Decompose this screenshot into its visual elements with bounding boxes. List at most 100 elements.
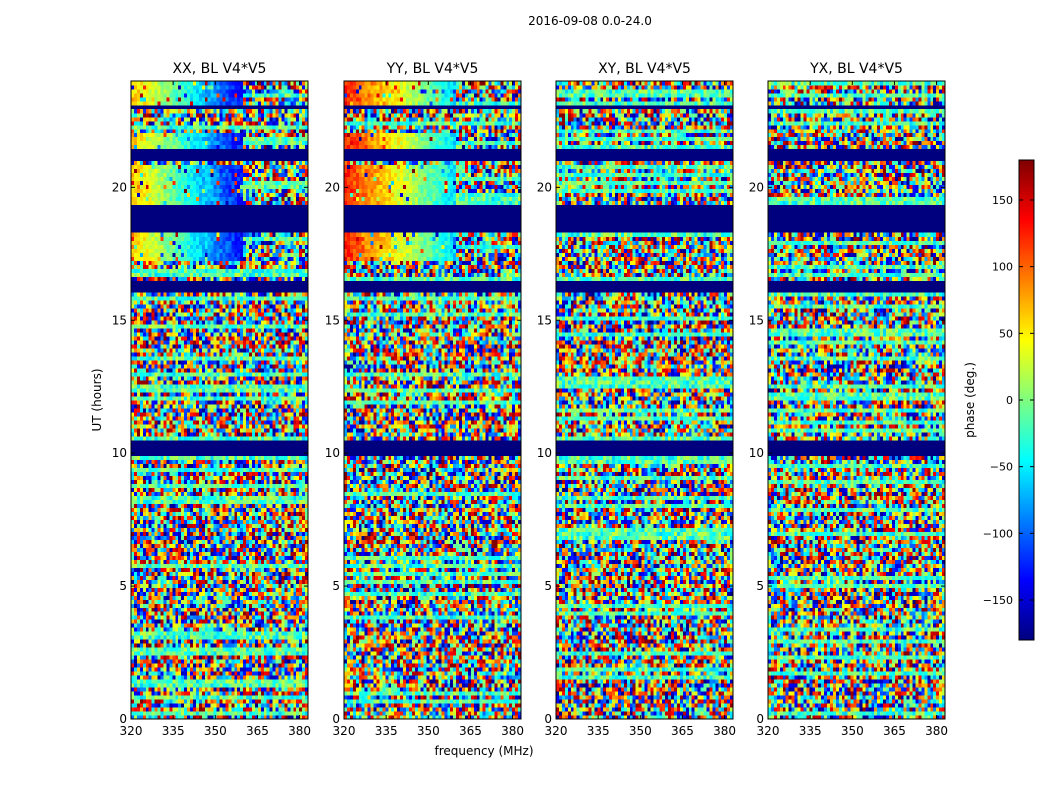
heatmap-cell [213, 655, 217, 660]
heatmap-cell [151, 651, 155, 656]
heatmap-cell [281, 535, 285, 540]
heatmap-cell [145, 643, 150, 648]
heatmap-cell [249, 431, 253, 437]
heatmap-cell [228, 607, 232, 612]
heatmap-cell [216, 459, 220, 465]
heatmap-cell [151, 388, 155, 393]
heatmap-cell [201, 607, 206, 612]
heatmap-cell [222, 411, 226, 417]
heatmap-cell [275, 507, 279, 513]
heatmap-cell [243, 499, 247, 505]
heatmap-cell [269, 499, 273, 505]
heatmap-cell [266, 567, 271, 572]
heatmap-cell [172, 671, 176, 676]
heatmap-cell [198, 495, 203, 501]
heatmap-cell [275, 631, 279, 636]
heatmap-cell [222, 627, 226, 632]
heatmap-cell [237, 587, 241, 592]
heatmap-cell [210, 615, 214, 620]
heatmap-cell [145, 683, 150, 688]
heatmap-cell [157, 511, 161, 517]
heatmap-cell [148, 619, 153, 624]
heatmap-cell [213, 491, 217, 497]
heatmap-cell [287, 376, 291, 381]
heatmap-cell [263, 679, 268, 684]
heatmap-cell [151, 715, 155, 720]
heatmap-cell [281, 667, 285, 672]
heatmap-cell [299, 403, 303, 409]
heatmap-cell [272, 423, 276, 429]
heatmap-cell [142, 603, 147, 608]
heatmap-cell [154, 655, 158, 660]
heatmap-cell [210, 403, 214, 409]
heatmap-cell [139, 388, 144, 393]
heatmap-cell [263, 523, 268, 528]
heatmap-cell [272, 511, 276, 517]
heatmap-cell [160, 376, 164, 381]
heatmap-cell [234, 687, 238, 692]
heatmap-cell [296, 396, 300, 401]
heatmap-cell [290, 695, 294, 700]
heatmap-cell [305, 647, 309, 652]
heatmap-cell [181, 711, 185, 716]
heatmap-cell [275, 707, 279, 712]
heatmap-cell [148, 415, 153, 421]
heatmap-cell [254, 415, 259, 421]
heatmap-cell [243, 627, 247, 632]
heatmap-cell [136, 419, 141, 425]
heatmap-cell [302, 455, 306, 461]
heatmap-cell [249, 651, 253, 656]
heatmap-cell [284, 611, 288, 616]
heatmap-cell [178, 495, 182, 501]
heatmap-cell [240, 647, 244, 652]
heatmap-cell [278, 663, 282, 668]
heatmap-cell [172, 396, 176, 401]
heatmap-cell [222, 647, 226, 652]
heatmap-cell [184, 392, 188, 397]
heatmap-cell [207, 531, 212, 536]
heatmap-cell [178, 611, 182, 616]
heatmap-cell [210, 427, 214, 433]
heatmap-cell [213, 611, 217, 616]
heatmap-cell [287, 671, 291, 676]
heatmap-cell [172, 579, 176, 584]
heatmap-cell [278, 419, 282, 425]
heatmap-cell [198, 675, 203, 680]
heatmap-cell [287, 380, 291, 385]
heatmap-cell [163, 603, 167, 608]
heatmap-cell [260, 487, 265, 493]
heatmap-cell [296, 507, 300, 513]
heatmap-cell [222, 651, 226, 656]
heatmap-cell [210, 579, 214, 584]
heatmap-cell [275, 639, 279, 644]
heatmap-cell [142, 663, 147, 668]
heatmap-cell [234, 707, 238, 712]
heatmap-cell [145, 635, 150, 640]
heatmap-cell [243, 467, 247, 473]
heatmap-cell [269, 527, 273, 532]
heatmap-cell [219, 463, 223, 469]
heatmap-cell [281, 595, 285, 600]
heatmap-cell [281, 400, 285, 405]
heatmap-cell [293, 499, 297, 505]
heatmap-cell [219, 687, 223, 692]
heatmap-cell [192, 527, 197, 532]
heatmap-cell [219, 411, 223, 417]
heatmap-cell [192, 707, 197, 712]
heatmap-cell [139, 427, 144, 433]
heatmap-cell [172, 587, 176, 592]
heatmap-cell [166, 435, 170, 441]
heatmap-cell [166, 643, 170, 648]
heatmap-cell [139, 619, 144, 624]
heatmap-cell [169, 579, 173, 584]
heatmap-cell [145, 659, 150, 664]
heatmap-cell [157, 467, 161, 473]
heatmap-cell [160, 431, 164, 437]
heatmap-cell [204, 603, 209, 608]
heatmap-cell [187, 571, 191, 576]
heatmap-cell [275, 423, 279, 429]
heatmap-cell [278, 487, 282, 493]
heatmap-cell [213, 635, 217, 640]
heatmap-cell [139, 603, 144, 608]
heatmap-cell [260, 703, 265, 708]
